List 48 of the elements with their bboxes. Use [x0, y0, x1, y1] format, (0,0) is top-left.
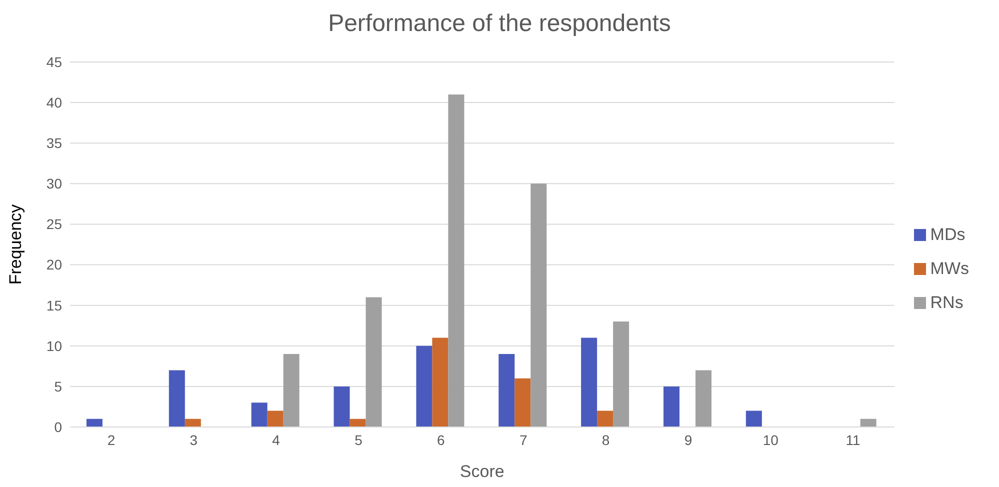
x-tick-label: 5	[354, 432, 363, 448]
bar	[432, 338, 448, 427]
y-tick-label: 10	[46, 338, 62, 354]
bar	[168, 370, 185, 427]
bar	[498, 354, 515, 427]
x-tick-label: 2	[107, 432, 116, 448]
y-axis-title: Frequency	[6, 204, 26, 285]
legend-label: MWs	[930, 258, 969, 278]
y-tick-label: 5	[54, 378, 62, 394]
x-tick-label: 9	[684, 432, 692, 448]
x-tick-label: 10	[762, 432, 779, 448]
y-tick-label: 25	[46, 216, 62, 232]
bar	[746, 410, 762, 427]
bar	[86, 418, 102, 427]
bar	[350, 418, 366, 427]
bar	[613, 322, 630, 427]
bar	[581, 338, 598, 427]
bar	[514, 378, 531, 427]
y-tick-label: 45	[46, 54, 62, 70]
x-tick-label: 11	[846, 432, 861, 448]
bar	[448, 94, 464, 427]
bar	[366, 297, 382, 427]
bar	[267, 410, 284, 427]
y-tick-label: 0	[54, 418, 62, 435]
legend-label: RNs	[930, 292, 964, 312]
bar	[695, 370, 712, 427]
bar	[283, 354, 300, 427]
x-tick-label: 7	[519, 432, 528, 448]
bar	[597, 410, 614, 427]
x-tick-label: 3	[190, 432, 198, 448]
y-tick-label: 20	[46, 256, 62, 273]
bar	[416, 346, 432, 427]
x-tick-label: 4	[272, 432, 280, 448]
bar	[530, 184, 547, 427]
chart-title: Performance of the respondents	[327, 9, 672, 39]
y-tick-label: 35	[46, 135, 62, 152]
bar	[184, 418, 201, 427]
y-tick-label: 30	[46, 176, 62, 192]
legend-label: MDs	[930, 224, 966, 244]
x-tick-label: 8	[602, 432, 610, 448]
bar	[663, 386, 680, 427]
x-tick-label: 6	[437, 432, 446, 448]
bar	[860, 418, 876, 427]
bar	[251, 402, 268, 427]
x-axis-title: Score	[460, 462, 504, 481]
bar	[334, 386, 350, 427]
y-tick-label: 40	[46, 94, 62, 111]
y-tick-label: 15	[46, 297, 62, 314]
